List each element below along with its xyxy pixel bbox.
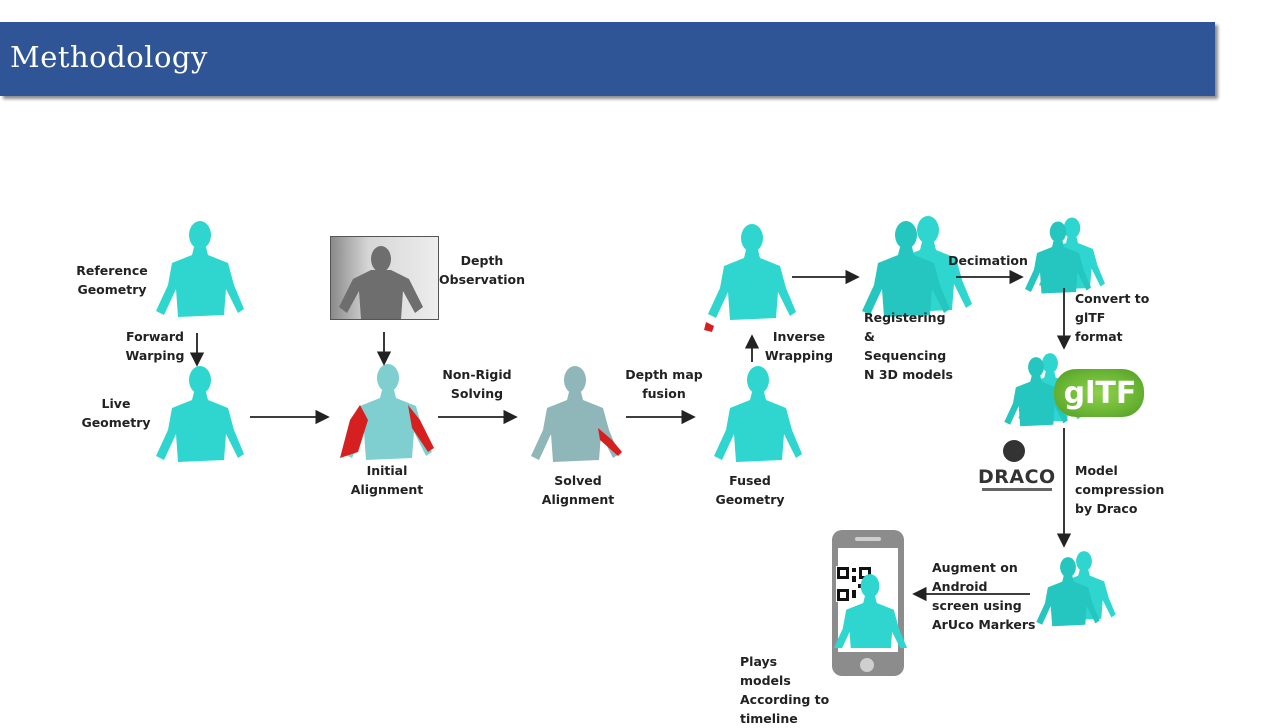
label-inverse-wrapping: Inverse Wrapping (764, 329, 834, 363)
initial-alignment-error-right (408, 405, 434, 452)
label-registering-sequencing: Registering & Sequencing N 3D models (864, 310, 954, 382)
fused-geometry-figure (714, 366, 802, 462)
label-depth-map-fusion: Depth map fusion (625, 367, 703, 401)
label-reference-geometry: Reference Geometry (76, 263, 148, 297)
label-convert-gltf: Convert to glTF format (1075, 291, 1150, 344)
label-augment-android: Augment on Android screen using ArUco Ma… (932, 560, 1036, 632)
label-initial-alignment: Initial Alignment (350, 463, 424, 497)
label-model-compression: Model compression by Draco (1075, 463, 1165, 516)
label-live-geometry: Live Geometry (81, 396, 151, 430)
depth-observation-image (330, 236, 439, 320)
phone-figure (832, 574, 908, 648)
gltf-logo-text: glTF (1063, 376, 1137, 411)
label-solved-alignment: Solved Alignment (541, 473, 615, 507)
phone-speaker (855, 537, 881, 541)
reference-geometry-figure (156, 221, 244, 317)
solved-alignment-figure (531, 366, 619, 462)
live-geometry-figure (156, 366, 244, 462)
draco-logo-text: DRACO (978, 466, 1056, 488)
phone-home-button (860, 658, 874, 672)
warped-geometry-error (704, 322, 714, 332)
solved-alignment-error (598, 428, 622, 456)
label-non-rigid-solving: Non-Rigid Solving (442, 367, 512, 401)
label-depth-observation: Depth Observation (439, 253, 525, 287)
draco-logo-underline (982, 488, 1052, 491)
label-plays-models: Plays models According to timeline (740, 654, 830, 726)
header-bar: Methodology (0, 22, 1215, 96)
initial-alignment-error-left (340, 405, 368, 458)
gltf-logo-shape (1054, 369, 1144, 417)
page-title: Methodology (10, 40, 208, 74)
label-decimation: Decimation (948, 253, 1028, 268)
label-forward-warping: Forward Warping (125, 329, 185, 363)
label-fused-geometry: Fused Geometry (715, 473, 785, 507)
warped-geometry-figure (708, 224, 796, 320)
draco-icon (1003, 440, 1025, 462)
